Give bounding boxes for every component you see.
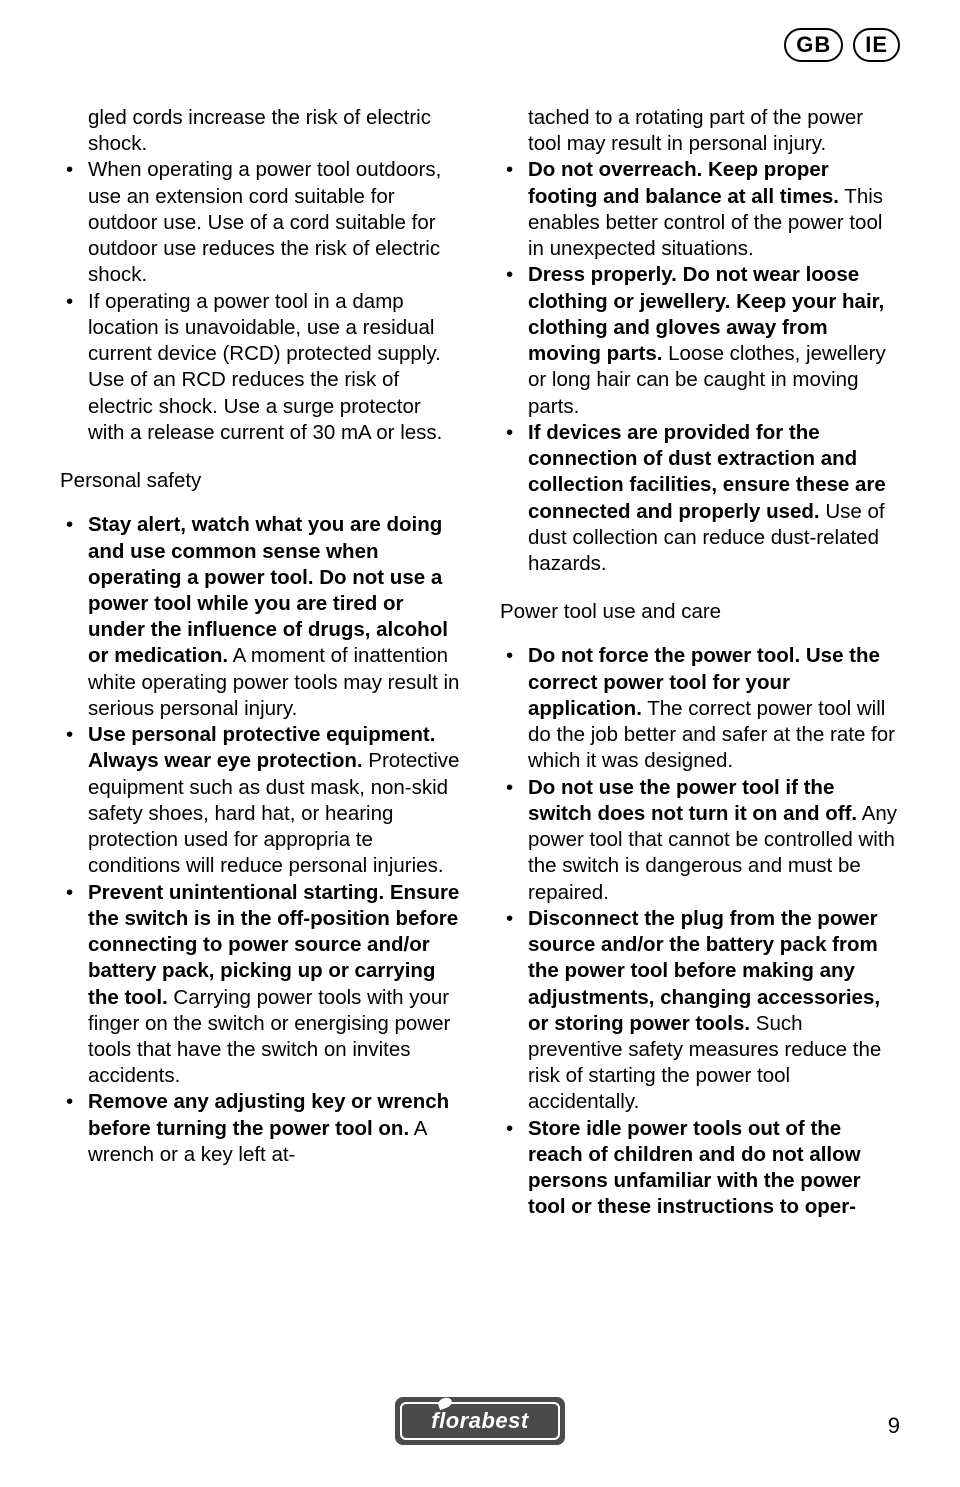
bold-text: Remove any adjusting key or wrench befor… [88,1090,449,1139]
bold-text: Store idle power tools out of the reach … [528,1117,861,1219]
list-item: Stay alert, watch what you are doing and… [60,512,460,722]
badge-ie: IE [853,28,900,62]
list-item: If operating a power tool in a damp loca… [60,289,460,446]
list-item: Disconnect the plug from the power sourc… [500,906,900,1116]
country-badges: GB IE [784,28,900,62]
continuation-text: tached to a rotating part of the power t… [500,105,900,157]
list-item: Dress properly. Do not wear loose clothi… [500,262,900,419]
section-heading: Power tool use and care [500,599,900,625]
brand-name: florabest [431,1408,528,1434]
list-item: When operating a power tool outdoors, us… [60,157,460,288]
right-column: tached to a rotating part of the power t… [500,105,900,1221]
left-column: gled cords increase the risk of electric… [60,105,460,1221]
page-number: 9 [888,1413,900,1439]
brand-logo-inner: florabest [400,1402,560,1440]
bold-text: Do not overreach. Keep proper footing an… [528,158,839,207]
continuation-text: gled cords increase the risk of electric… [60,105,460,157]
list-item: Store idle power tools out of the reach … [500,1116,900,1221]
page-content: gled cords increase the risk of electric… [60,105,900,1221]
list-item: Prevent unintentional starting. Ensure t… [60,880,460,1090]
list-item: Do not use the power tool if the switch … [500,775,900,906]
badge-gb: GB [784,28,843,62]
list-item: If devices are provided for the connecti… [500,420,900,577]
bold-text: Disconnect the plug from the power sourc… [528,907,880,1035]
bold-text: Do not use the power tool if the switch … [528,776,857,825]
bullet-list: Stay alert, watch what you are doing and… [60,512,460,1168]
bullet-list: Do not force the power tool. Use the cor… [500,643,900,1220]
list-item: Do not force the power tool. Use the cor… [500,643,900,774]
brand-logo: florabest [395,1397,565,1445]
section-heading: Personal safety [60,468,460,494]
bullet-list: When operating a power tool outdoors, us… [60,157,460,446]
list-item: Remove any adjusting key or wrench befor… [60,1089,460,1168]
list-item: Use personal protective equipment. Alway… [60,722,460,879]
list-item: Do not overreach. Keep proper footing an… [500,157,900,262]
bullet-list: Do not overreach. Keep proper footing an… [500,157,900,577]
